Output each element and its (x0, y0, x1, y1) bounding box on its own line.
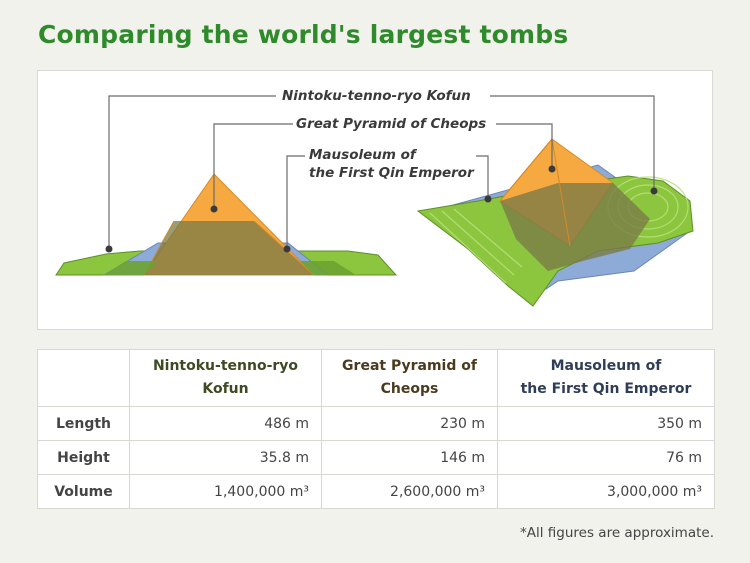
table-row-volume: Volume 1,400,000 m³ 2,600,000 m³ 3,000,0… (37, 474, 715, 509)
cell-qin-height: 76 m (497, 440, 715, 475)
overlap-profile-shape (144, 221, 314, 275)
column-header-line: the First Qin Emperor (520, 381, 692, 397)
column-header-line: Cheops (380, 381, 439, 397)
column-header-line: Nintoku-tenno-ryo (152, 358, 299, 374)
3d-overlay-group (416, 138, 694, 307)
row-label-length: Length (37, 406, 130, 441)
cell-cheops-height: 146 m (321, 440, 498, 475)
diagram-illustration: Nintoku-tenno-ryo Kofun Great Pyramid of… (55, 88, 694, 307)
column-header-line: Great Pyramid of (342, 358, 477, 374)
row-label-height: Height (37, 440, 130, 475)
row-label-volume: Volume (37, 474, 130, 509)
column-header-nintoku: Nintoku-tenno-ryo Kofun (129, 349, 322, 407)
cell-cheops-volume: 2,600,000 m³ (321, 474, 498, 509)
table-row-height: Height 35.8 m 146 m 76 m (37, 440, 715, 475)
page-title: Comparing the world's largest tombs (38, 20, 569, 49)
column-header-qin: Mausoleum of the First Qin Emperor (497, 349, 715, 407)
cell-qin-length: 350 m (497, 406, 715, 441)
footnote: *All figures are approximate. (520, 525, 714, 541)
leader-lines (108, 95, 655, 247)
cell-nintoku-length: 486 m (129, 406, 322, 441)
callout-qin-line2: the First Qin Emperor (309, 165, 475, 181)
comparison-table: Nintoku-tenno-ryo Kofun Great Pyramid of… (37, 349, 715, 509)
table-corner-cell (37, 349, 130, 407)
table-header-row: Nintoku-tenno-ryo Kofun Great Pyramid of… (37, 349, 715, 407)
callout-cheops: Great Pyramid of Cheops (296, 116, 486, 132)
column-header-line: Mausoleum of (550, 358, 662, 374)
callout-qin-line1: Mausoleum of (309, 147, 418, 163)
table-row-length: Length 486 m 230 m 350 m (37, 406, 715, 441)
tomb-comparison-diagram: Nintoku-tenno-ryo Kofun Great Pyramid of… (37, 70, 713, 330)
leader-dots (105, 165, 658, 253)
cell-nintoku-volume: 1,400,000 m³ (129, 474, 322, 509)
callout-nintoku: Nintoku-tenno-ryo Kofun (282, 88, 471, 104)
cell-nintoku-height: 35.8 m (129, 440, 322, 475)
overlap-3d-shape (500, 183, 650, 271)
cell-qin-volume: 3,000,000 m³ (497, 474, 715, 509)
side-profile-group (55, 173, 398, 276)
column-header-cheops: Great Pyramid of Cheops (321, 349, 498, 407)
column-header-line: Kofun (202, 381, 249, 397)
cell-cheops-length: 230 m (321, 406, 498, 441)
